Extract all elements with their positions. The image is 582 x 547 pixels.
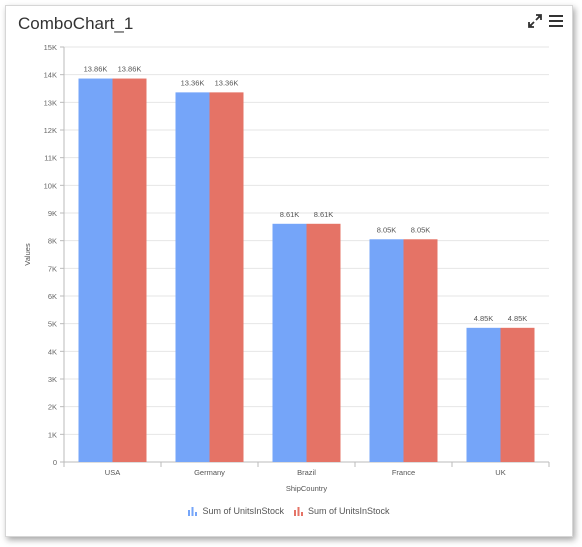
bar-uk-series-2[interactable]: [500, 327, 535, 462]
y-axis-title: Values: [23, 243, 32, 266]
data-label: 13.86K: [118, 65, 142, 74]
data-label: 8.05K: [411, 225, 431, 234]
bar-brazil-series-2[interactable]: [306, 223, 341, 462]
data-label: 13.36K: [215, 78, 239, 87]
y-tick-label: 11K: [44, 154, 57, 163]
x-tick-label: Germany: [194, 468, 225, 477]
y-tick-label: 3K: [48, 375, 57, 384]
legend-item-2[interactable]: Sum of UnitsInStock: [294, 506, 390, 516]
y-tick-label: 15K: [44, 43, 57, 52]
y-tick-label: 2K: [48, 403, 57, 412]
hamburger-menu-icon[interactable]: [547, 12, 565, 30]
bar-brazil-series-1[interactable]: [272, 223, 307, 462]
x-tick-label: USA: [105, 468, 120, 477]
bar-usa-series-1[interactable]: [78, 78, 113, 462]
legend-label: Sum of UnitsInStock: [202, 506, 284, 516]
data-label: 4.85K: [508, 314, 528, 323]
y-tick-label: 0: [53, 458, 57, 467]
y-tick-label: 13K: [44, 98, 57, 107]
x-tick-label: UK: [495, 468, 505, 477]
chart-legend: Sum of UnitsInStock Sum of UnitsInStock: [6, 502, 572, 520]
bar-france-series-1[interactable]: [369, 239, 404, 462]
y-tick-label: 14K: [44, 71, 57, 80]
bar-chart-icon: [294, 506, 303, 516]
y-tick-label: 5K: [48, 320, 57, 329]
data-label: 4.85K: [474, 314, 494, 323]
bar-germany-series-2[interactable]: [209, 92, 244, 462]
y-tick-label: 10K: [44, 181, 57, 190]
y-tick-label: 1K: [48, 430, 57, 439]
bar-usa-series-2[interactable]: [112, 78, 147, 462]
data-label: 8.61K: [314, 210, 334, 219]
legend-item-1[interactable]: Sum of UnitsInStock: [188, 506, 284, 516]
data-label: 13.36K: [181, 78, 205, 87]
x-axis-title: ShipCountry: [286, 484, 328, 493]
data-label: 8.61K: [280, 210, 300, 219]
bar-france-series-2[interactable]: [403, 239, 438, 462]
widget-title: ComboChart_1: [18, 14, 134, 33]
bar-germany-series-1[interactable]: [175, 92, 210, 462]
x-tick-label: Brazil: [297, 468, 316, 477]
data-label: 13.86K: [84, 65, 108, 74]
y-tick-label: 12K: [44, 126, 57, 135]
legend-label: Sum of UnitsInStock: [308, 506, 390, 516]
y-tick-label: 4K: [48, 347, 57, 356]
y-tick-label: 6K: [48, 292, 57, 301]
expand-arrows-icon[interactable]: [526, 12, 544, 30]
data-label: 8.05K: [377, 225, 397, 234]
bar-chart: 0 1K 2K 3K 4K 5K 6K 7K 8K 9K 10K 11K 12K 13K 14K 15K 13.…: [23, 43, 550, 493]
bar-chart-icon: [188, 506, 198, 516]
bar-uk-series-1[interactable]: [466, 327, 501, 462]
y-tick-label: 8K: [48, 237, 57, 246]
x-tick-label: France: [392, 468, 415, 477]
y-tick-label: 9K: [48, 209, 57, 218]
chart-widget: ComboChart_1 0 1K 2K 3K 4K 5K 6K 7K 8K 9K 10K 11K 12…: [5, 5, 573, 537]
y-tick-label: 7K: [48, 264, 57, 273]
widget-header: ComboChart_1: [6, 6, 572, 40]
